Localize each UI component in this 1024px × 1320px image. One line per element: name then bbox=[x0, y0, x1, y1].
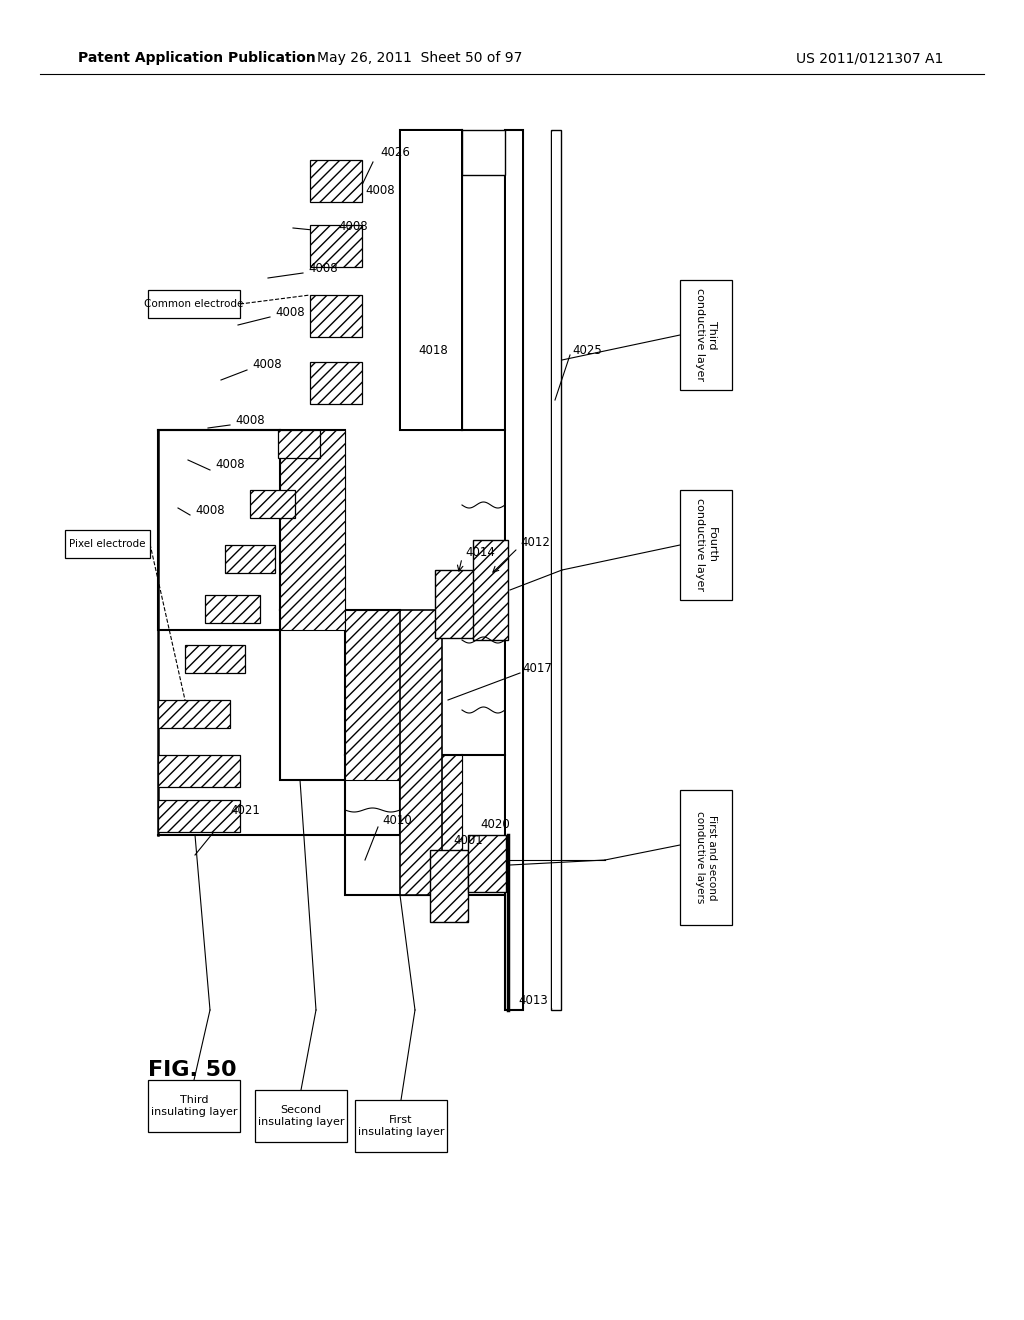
Bar bbox=[506, 132, 522, 1008]
Text: US 2011/0121307 A1: US 2011/0121307 A1 bbox=[797, 51, 944, 65]
Bar bbox=[345, 610, 400, 780]
Text: 4008: 4008 bbox=[215, 458, 245, 471]
Text: 4008: 4008 bbox=[308, 261, 338, 275]
Bar bbox=[185, 645, 245, 673]
Text: Fourth
conductive layer: Fourth conductive layer bbox=[695, 499, 717, 591]
Text: 4012: 4012 bbox=[520, 536, 550, 549]
Text: 4018: 4018 bbox=[418, 343, 447, 356]
Bar bbox=[551, 129, 561, 1010]
Text: Pixel electrode: Pixel electrode bbox=[70, 539, 145, 549]
Bar bbox=[345, 755, 462, 895]
Bar bbox=[148, 1080, 240, 1133]
Bar bbox=[355, 1100, 447, 1152]
Bar bbox=[400, 610, 442, 895]
Text: 4010: 4010 bbox=[382, 813, 412, 826]
Text: 4020: 4020 bbox=[480, 818, 510, 832]
Text: Second
insulating layer: Second insulating layer bbox=[258, 1105, 344, 1127]
Text: 4014: 4014 bbox=[465, 545, 495, 558]
Bar bbox=[473, 540, 508, 640]
Bar bbox=[400, 129, 462, 430]
Text: 4017: 4017 bbox=[522, 661, 552, 675]
Text: 4013: 4013 bbox=[518, 994, 548, 1006]
Bar bbox=[280, 430, 345, 630]
Text: 4008: 4008 bbox=[195, 503, 224, 516]
Bar bbox=[310, 294, 362, 337]
Bar bbox=[205, 595, 260, 623]
Text: 4008: 4008 bbox=[252, 359, 282, 371]
Text: 4026: 4026 bbox=[380, 145, 410, 158]
Bar bbox=[158, 430, 345, 630]
Bar bbox=[310, 160, 362, 202]
Bar bbox=[552, 132, 560, 1008]
Text: Common electrode: Common electrode bbox=[144, 300, 244, 309]
Bar bbox=[680, 789, 732, 925]
Bar bbox=[310, 362, 362, 404]
Bar bbox=[468, 836, 506, 892]
Text: 4008: 4008 bbox=[234, 413, 264, 426]
Bar bbox=[225, 545, 275, 573]
Bar bbox=[505, 129, 523, 1010]
Bar bbox=[401, 131, 461, 429]
Bar bbox=[430, 850, 468, 921]
Text: 4021: 4021 bbox=[230, 804, 260, 817]
Text: FIG. 50: FIG. 50 bbox=[148, 1060, 237, 1080]
Bar bbox=[158, 700, 230, 729]
Bar bbox=[65, 531, 150, 558]
Text: 4008: 4008 bbox=[365, 183, 394, 197]
Text: 4025: 4025 bbox=[572, 343, 602, 356]
Bar bbox=[158, 800, 240, 832]
Text: 4001: 4001 bbox=[453, 833, 482, 846]
Text: First and second
conductive layers: First and second conductive layers bbox=[695, 812, 717, 904]
Text: First
insulating layer: First insulating layer bbox=[357, 1115, 444, 1137]
Bar bbox=[310, 224, 362, 267]
Text: Patent Application Publication: Patent Application Publication bbox=[78, 51, 315, 65]
Bar bbox=[278, 430, 319, 458]
Text: May 26, 2011  Sheet 50 of 97: May 26, 2011 Sheet 50 of 97 bbox=[317, 51, 522, 65]
Text: Third
conductive layer: Third conductive layer bbox=[695, 289, 717, 381]
Bar bbox=[250, 490, 295, 517]
Bar bbox=[680, 280, 732, 389]
Text: 4008: 4008 bbox=[338, 220, 368, 234]
Bar bbox=[400, 755, 462, 895]
Bar bbox=[255, 1090, 347, 1142]
Text: Third
insulating layer: Third insulating layer bbox=[151, 1096, 238, 1117]
Bar bbox=[280, 610, 400, 780]
Bar bbox=[148, 290, 240, 318]
Bar bbox=[462, 129, 505, 176]
Bar bbox=[158, 755, 240, 787]
Bar bbox=[680, 490, 732, 601]
Bar bbox=[435, 570, 475, 638]
Text: 4008: 4008 bbox=[275, 305, 304, 318]
